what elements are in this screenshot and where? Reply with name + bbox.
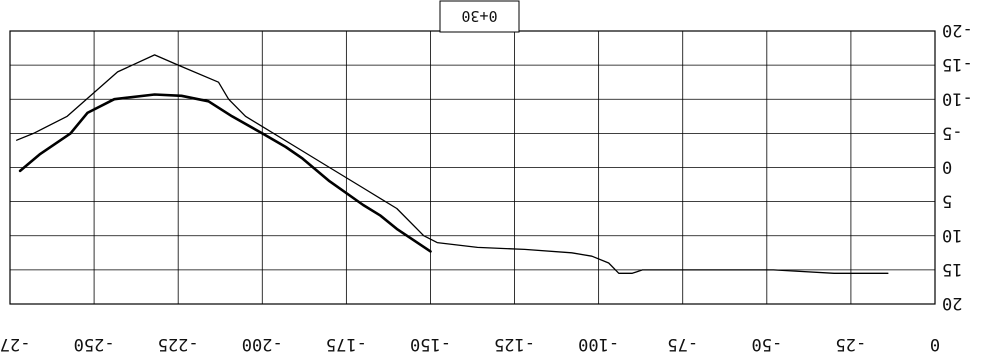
x-tick-label: -250 xyxy=(74,334,115,354)
y-tick-label: -5 xyxy=(942,122,962,142)
x-tick-label: -125 xyxy=(494,334,535,354)
series-line-1 xyxy=(16,54,889,274)
rotated-chart-group: 0-25-50-75-100-125-150-175-200-225-250-2… xyxy=(0,0,973,354)
y-tick-label: -20 xyxy=(942,20,973,40)
y-tick-label: 0 xyxy=(942,157,952,177)
y-tick-label: 15 xyxy=(942,259,962,279)
x-tick-label: -75 xyxy=(667,334,698,354)
series-lines xyxy=(16,54,889,274)
grid-lines xyxy=(10,31,935,304)
x-tick-label: -225 xyxy=(158,334,199,354)
tick-labels: 0-25-50-75-100-125-150-175-200-225-250-2… xyxy=(0,20,973,354)
x-tick-label: 0 xyxy=(930,334,940,354)
x-tick-label: -275 xyxy=(0,334,30,354)
station-tag-label: 0+30 xyxy=(461,7,497,25)
x-tick-label: -25 xyxy=(836,334,867,354)
y-tick-label: 10 xyxy=(942,225,962,245)
y-tick-label: 5 xyxy=(942,191,952,211)
y-tick-label: 20 xyxy=(942,293,962,313)
y-tick-label: -15 xyxy=(942,54,973,74)
x-tick-label: -175 xyxy=(326,334,367,354)
station-tag: 0+30 xyxy=(439,0,520,33)
series-line-2 xyxy=(18,93,432,253)
x-tick-label: -100 xyxy=(578,334,619,354)
x-tick-label: -200 xyxy=(242,334,283,354)
y-tick-label: -10 xyxy=(942,88,973,108)
x-tick-label: -50 xyxy=(751,334,782,354)
station-tag-box xyxy=(439,0,520,33)
x-tick-label: -150 xyxy=(410,334,451,354)
